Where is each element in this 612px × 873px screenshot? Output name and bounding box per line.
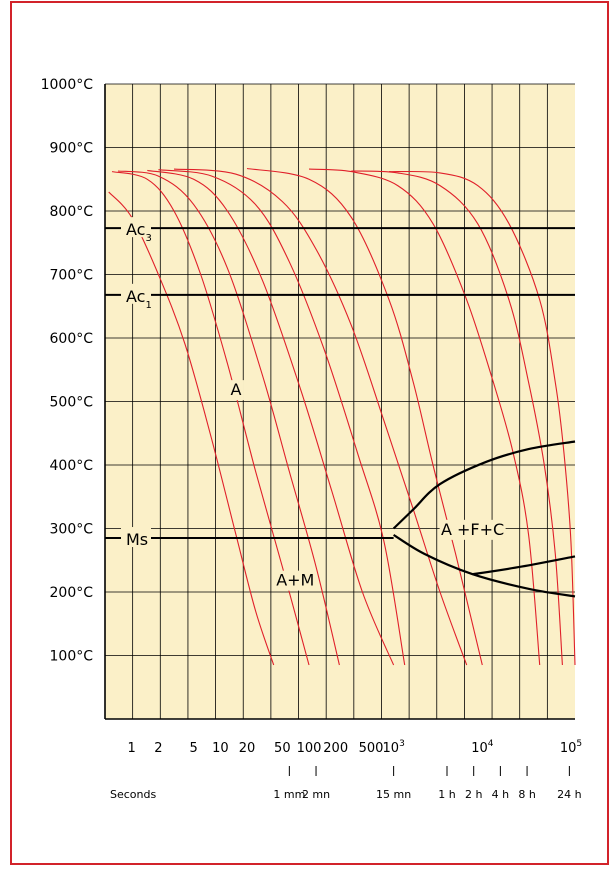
x-tick-label-exponent: 3 bbox=[399, 739, 405, 749]
cooling-curve bbox=[158, 169, 406, 666]
cooling-curve bbox=[351, 170, 563, 666]
x-tick-label: 20 bbox=[239, 741, 256, 756]
x-tick-label: 200 bbox=[323, 741, 348, 756]
x-tick-label-exponent: 4 bbox=[488, 739, 494, 749]
y-tick-label: 900°C bbox=[50, 141, 94, 157]
x-tick-label: 500 bbox=[359, 741, 384, 756]
label-background bbox=[121, 217, 151, 238]
x-tick-label-exponent: 5 bbox=[576, 739, 582, 749]
axes bbox=[104, 84, 575, 720]
phase-label-background bbox=[439, 519, 506, 540]
time-mark-label: 1 h bbox=[438, 788, 455, 801]
label-background bbox=[121, 283, 151, 304]
time-mark-label: 2 mn bbox=[302, 788, 330, 801]
grid bbox=[105, 83, 575, 719]
cooling-curve bbox=[111, 171, 310, 666]
x-tick-label: 104 bbox=[471, 739, 494, 756]
phase-label-background bbox=[277, 570, 314, 591]
phase-label: A+M bbox=[276, 571, 314, 590]
phase-label-background bbox=[227, 380, 244, 401]
time-mark-label: 1 mm bbox=[273, 788, 305, 801]
y-tick-label: 100°C bbox=[50, 649, 94, 665]
transformation-curve-start bbox=[392, 440, 576, 530]
phase-label: A +F+C bbox=[441, 520, 504, 539]
x-axis-label: Seconds bbox=[110, 788, 156, 801]
time-mark-label: 4 h bbox=[492, 788, 509, 801]
x-tick-label: 50 bbox=[274, 741, 291, 756]
time-mark-label: 2 h bbox=[465, 788, 482, 801]
cooling-curve bbox=[389, 170, 576, 666]
x-tick-label: 10 bbox=[212, 741, 229, 756]
cooling-curve bbox=[173, 168, 468, 666]
y-tick-label: 200°C bbox=[50, 585, 94, 601]
reference-label-subscript: 3 bbox=[145, 233, 151, 244]
transformation-curves bbox=[392, 440, 576, 598]
x-tick-label: 1 bbox=[128, 741, 136, 756]
reference-label: Ms bbox=[121, 527, 151, 549]
y-tick-label: 1000°C bbox=[41, 77, 94, 93]
time-mark-label: 24 h bbox=[557, 788, 581, 801]
cooling-curve bbox=[117, 170, 340, 666]
y-tick-label: 800°C bbox=[50, 204, 94, 220]
reference-label-text: Ms bbox=[126, 530, 148, 549]
label-background bbox=[121, 527, 151, 548]
x-tick-label: 5 bbox=[190, 741, 198, 756]
y-tick-label: 700°C bbox=[50, 268, 94, 284]
cooling-curve bbox=[147, 169, 395, 666]
x-tick-label: 105 bbox=[560, 739, 582, 756]
x-tick-label: 103 bbox=[383, 739, 405, 756]
time-mark-label: 8 h bbox=[518, 788, 535, 801]
cooling-curve bbox=[308, 168, 541, 666]
reference-label-subscript: 1 bbox=[145, 300, 151, 311]
x-tick-label: 2 bbox=[154, 741, 162, 756]
cooling-curve bbox=[246, 167, 483, 666]
y-tick-label: 400°C bbox=[50, 458, 94, 474]
time-mark-label: 15 mn bbox=[376, 788, 411, 801]
transformation-curve-end bbox=[472, 555, 576, 576]
y-tick-label: 500°C bbox=[50, 395, 94, 411]
y-tick-label: 600°C bbox=[50, 331, 94, 347]
phase-label: A bbox=[230, 380, 241, 399]
x-tick-label: 100 bbox=[297, 741, 322, 756]
frame-border bbox=[10, 1, 609, 865]
y-tick-label: 300°C bbox=[50, 522, 94, 538]
